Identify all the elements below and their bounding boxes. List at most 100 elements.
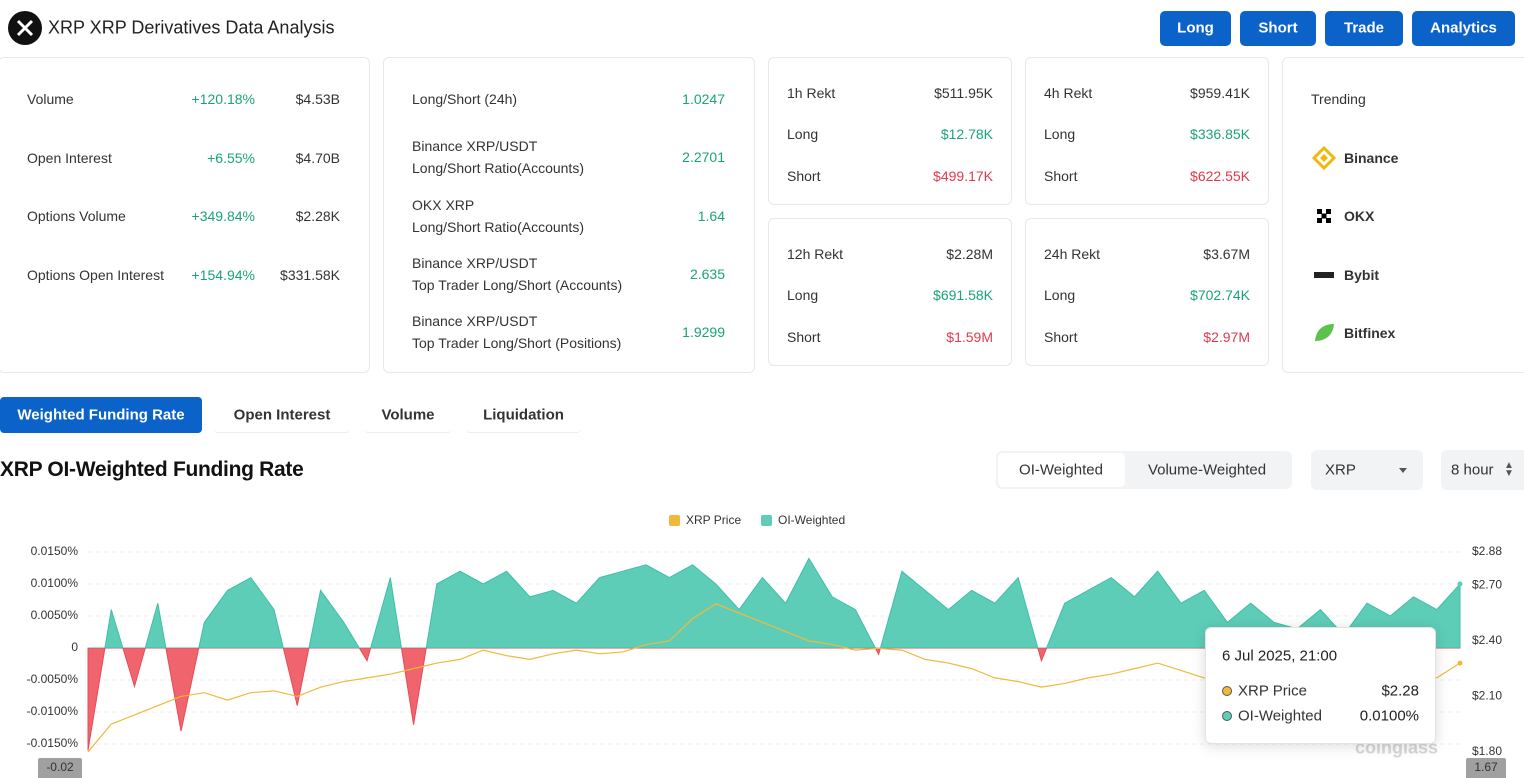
- rekt-row-value: $12.78K: [940, 126, 993, 142]
- ratio-label: Binance XRP/USDT: [412, 313, 538, 330]
- axis-badge-label: 1.67: [1474, 760, 1498, 774]
- exchange-logo: [1317, 209, 1331, 224]
- y2-tick-label: $2.40: [1472, 633, 1502, 647]
- tab-label[interactable]: Volume: [381, 406, 435, 424]
- rekt-title: 24h Rekt: [1044, 246, 1101, 262]
- exchange-name[interactable]: Bybit: [1344, 266, 1379, 283]
- rekt-title: 12h Rekt: [787, 246, 844, 262]
- nav-button[interactable]: [1325, 11, 1403, 46]
- rekt-title: 1h Rekt: [787, 85, 836, 101]
- metric-label: Options Open Interest: [27, 267, 164, 284]
- funding-area-negative: [87, 648, 1461, 751]
- y2-tick-label: $1.80: [1472, 744, 1502, 758]
- chart: 0.0150% 0.0100% 0.0050% 0 -0.0050% -0.0100% -0…: [27, 513, 1506, 778]
- page-title: XRP XRP Derivatives Data Analysis: [48, 17, 335, 38]
- logo: [8, 11, 42, 45]
- axis-badge: [1466, 758, 1506, 778]
- exchange-logo: [1315, 323, 1334, 341]
- nav-button-label[interactable]: Trade: [1343, 19, 1385, 37]
- y2-tick-label: $2.88: [1472, 544, 1502, 558]
- tooltip-series-name: XRP Price: [1238, 682, 1307, 700]
- axis-badge-label: -0.02: [46, 760, 74, 774]
- ratio-sublabel: Long/Short Ratio(Accounts): [412, 160, 584, 177]
- y-tick-label: 0.0050%: [31, 608, 79, 622]
- ratio-label: Binance XRP/USDT: [412, 254, 538, 271]
- legend-label: XRP Price: [686, 513, 741, 527]
- nav-button-label[interactable]: Analytics: [1430, 19, 1497, 37]
- ratio-label: Long/Short (24h): [412, 91, 518, 107]
- y-tick-label: -0.0050%: [27, 672, 79, 686]
- nav-button[interactable]: [1240, 11, 1316, 46]
- section-title: XRP OI-Weighted Funding Rate: [0, 458, 304, 481]
- exchange-icon: [1311, 145, 1337, 171]
- rekt-total: $2.28M: [946, 246, 993, 262]
- rekt-card: [1025, 57, 1269, 205]
- toggle-active[interactable]: [998, 453, 1125, 487]
- interval-select-value[interactable]: 8 hour: [1451, 461, 1494, 479]
- rekt-row-label: Long: [1044, 287, 1076, 303]
- metric-label: Volume: [27, 91, 74, 107]
- ratio-value: 2.2701: [682, 149, 725, 166]
- ratio-label: Binance XRP/USDT: [412, 138, 538, 155]
- tab[interactable]: [0, 397, 202, 433]
- toggle-option[interactable]: OI-Weighted: [1019, 461, 1103, 479]
- axis-badge: [38, 758, 82, 778]
- tooltip-dot: [1222, 711, 1232, 721]
- tab[interactable]: [364, 397, 452, 433]
- tab-label[interactable]: Weighted Funding Rate: [17, 406, 185, 424]
- rekt-row-label: Long: [787, 287, 819, 303]
- interval-select[interactable]: [1441, 450, 1524, 490]
- rekt-total: $511.95K: [934, 85, 993, 101]
- ratio-value: 1.0247: [682, 91, 725, 107]
- rekt-row-label: Long: [1044, 126, 1076, 142]
- legend-swatch: [669, 515, 680, 526]
- rekt-title: 4h Rekt: [1044, 85, 1093, 101]
- rekt-row-value: $691.58K: [933, 287, 993, 303]
- logo-icon: [16, 19, 34, 37]
- rekt-row-value: $336.85K: [1190, 126, 1250, 142]
- exchange-logo: [1314, 271, 1334, 278]
- y-tick-label: 0.0150%: [31, 544, 79, 558]
- rekt-card: [1025, 218, 1269, 366]
- y2-tick-label: $2.70: [1472, 577, 1502, 591]
- nav-button[interactable]: [1412, 11, 1515, 46]
- ratio-sublabel: Top Trader Long/Short (Positions): [412, 335, 622, 352]
- hover-dot: [1457, 660, 1463, 666]
- metric-label: Open Interest: [27, 149, 112, 166]
- exchange-name[interactable]: OKX: [1344, 208, 1375, 225]
- rekt-row-label: Short: [1044, 168, 1078, 184]
- rekt-row-value: $702.74K: [1190, 287, 1250, 303]
- metric-value: $4.53B: [295, 91, 340, 107]
- rekt-row-value: $499.17K: [933, 168, 993, 184]
- tooltip-series-value: $2.28: [1381, 682, 1419, 700]
- metric-value: $2.28K: [295, 208, 340, 225]
- nav-button[interactable]: [1160, 11, 1231, 46]
- metric-change: +349.84%: [191, 208, 255, 225]
- tooltip-series-value: 0.0100%: [1359, 707, 1419, 725]
- y-tick-label: 0: [71, 640, 78, 654]
- trending-title: Trending: [1311, 91, 1366, 107]
- tab-label[interactable]: Liquidation: [483, 406, 564, 424]
- market-card: [0, 57, 370, 373]
- nav-button-label[interactable]: Long: [1177, 19, 1214, 37]
- asset-select-value[interactable]: XRP: [1325, 461, 1356, 479]
- y2-tick-label: $2.10: [1472, 689, 1502, 703]
- rekt-row-value: $2.97M: [1203, 329, 1250, 345]
- tooltip-title: 6 Jul 2025, 21:00: [1222, 647, 1338, 665]
- rekt-row-label: Short: [1044, 329, 1078, 345]
- exchange-name[interactable]: Bitfinex: [1344, 324, 1396, 341]
- exchange-name[interactable]: Binance: [1344, 150, 1399, 166]
- toggle-option[interactable]: Volume-Weighted: [1147, 461, 1267, 479]
- ratio-sublabel: Top Trader Long/Short (Accounts): [412, 276, 623, 293]
- tab[interactable]: [466, 397, 581, 433]
- exchange-icon: [1312, 321, 1336, 345]
- metric-change: +154.94%: [191, 267, 255, 284]
- ratio-value: 1.9299: [682, 324, 725, 341]
- metric-label: Options Volume: [27, 208, 126, 225]
- y-tick-label: -0.0150%: [27, 736, 79, 750]
- nav-button-label[interactable]: Short: [1258, 19, 1298, 37]
- tab-label[interactable]: Open Interest: [233, 406, 331, 424]
- ratio-value: 2.635: [689, 265, 725, 282]
- ratio-label: OKX XRP: [412, 196, 475, 213]
- tab[interactable]: [214, 397, 350, 433]
